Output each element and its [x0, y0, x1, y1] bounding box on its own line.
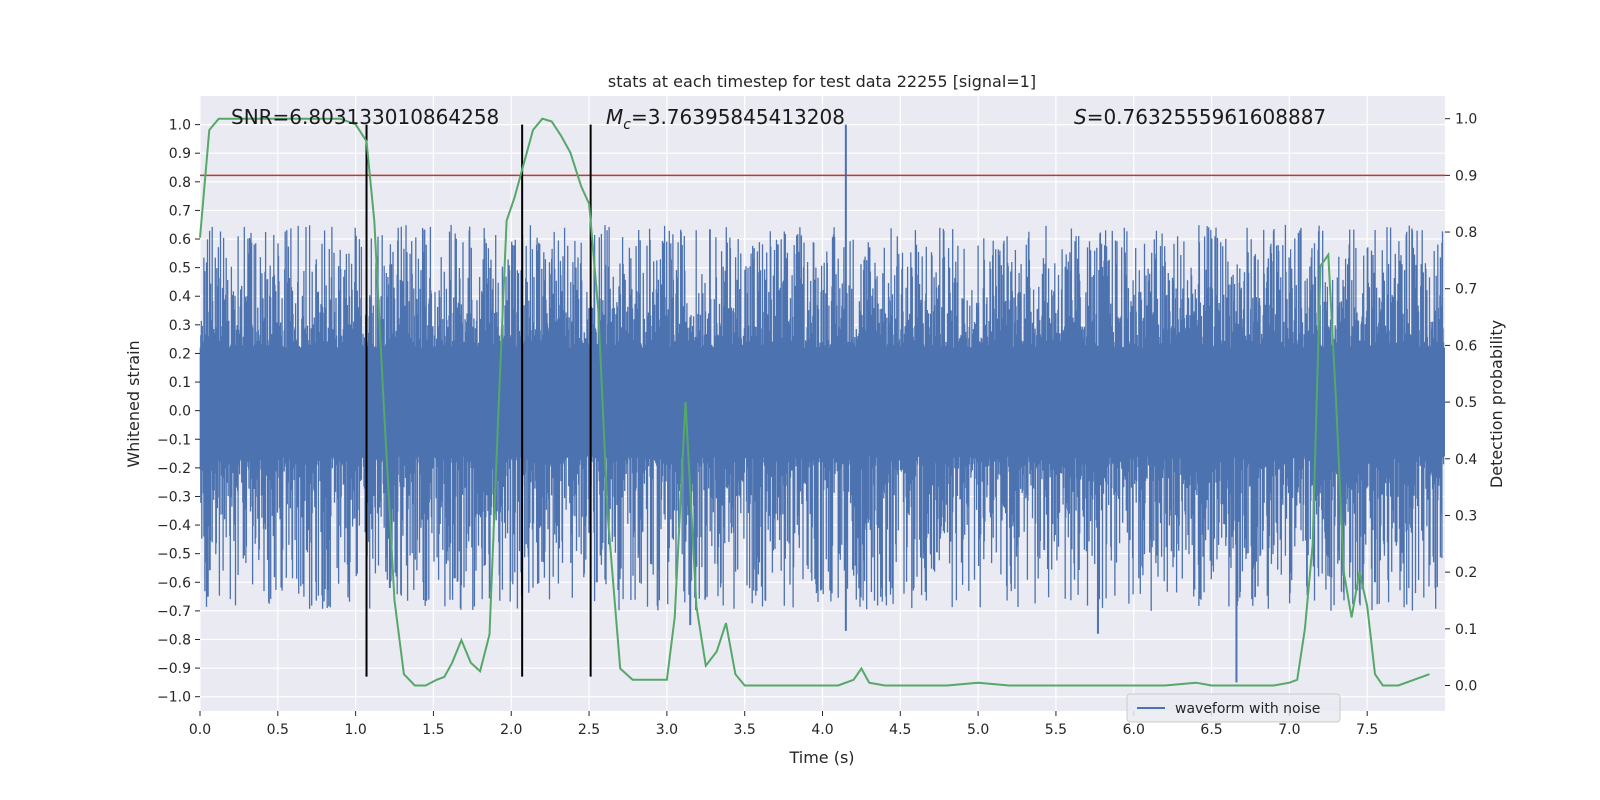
y-tick-label: 0.8 — [169, 175, 191, 191]
chirp-mass-subscript: c — [623, 117, 631, 133]
y2-tick-label: 0.4 — [1455, 452, 1477, 468]
x-tick-label: 2.5 — [578, 722, 600, 738]
y-tick-label: 1.0 — [169, 118, 191, 134]
x-axis-label: Time (s) — [788, 748, 854, 767]
x-tick-label: 4.5 — [889, 722, 911, 738]
y2-tick-label: 0.1 — [1455, 622, 1477, 638]
y-tick-label: 0.3 — [169, 318, 191, 334]
y-tick-label: −0.2 — [157, 461, 191, 477]
snr-annotation: SNR=6.803133010864258 — [231, 105, 499, 129]
chart-title: stats at each timestep for test data 222… — [608, 72, 1036, 91]
y-tick-label: −0.7 — [157, 604, 191, 620]
s-symbol: S — [1074, 105, 1087, 129]
y-tick-label: −0.9 — [157, 661, 191, 677]
x-tick-label: 1.0 — [344, 722, 366, 738]
detection-probability-line — [199, 117, 1430, 687]
y2-tick-label: 0.8 — [1455, 225, 1477, 241]
x-tick-label: 6.0 — [1123, 722, 1145, 738]
s-value: =0.7632555961608887 — [1087, 105, 1326, 129]
y-tick-label: −0.8 — [157, 632, 191, 648]
x-tick-label: 5.5 — [1045, 722, 1067, 738]
y-tick-label: −0.3 — [157, 489, 191, 505]
y2-axis-label: Detection probability — [1487, 320, 1506, 488]
chirp-mass-symbol: M — [606, 105, 623, 129]
y-tick-label: 0.6 — [169, 232, 191, 248]
y-axis-ticks: 1.0 0.9 0.8 0.7 0.6 0.5 0.4 0.3 0.2 0.1 0.0 −0.1 −0.… — [157, 118, 200, 706]
chirp-mass-annotation: Mc=3.76395845413208 — [606, 105, 845, 133]
y-tick-label: −1.0 — [157, 690, 191, 706]
y2-tick-label: 0.6 — [1455, 338, 1477, 354]
x-tick-label: 7.5 — [1356, 722, 1378, 738]
y2-axis-ticks: 1.0 0.9 0.8 0.7 0.6 0.5 0.4 0.3 0.2 0.1 0.0 — [1445, 112, 1477, 694]
legend-label-waveform: waveform with noise — [1175, 701, 1320, 717]
x-tick-label: 6.5 — [1200, 722, 1222, 738]
y-tick-label: −0.1 — [157, 432, 191, 448]
x-tick-label: 7.0 — [1278, 722, 1300, 738]
y2-tick-label: 0.0 — [1455, 678, 1477, 694]
y-axis-label: Whitened strain — [124, 340, 143, 467]
y2-tick-label: 0.2 — [1455, 565, 1477, 581]
y-tick-label: 0.2 — [169, 346, 191, 362]
y-tick-label: −0.4 — [157, 518, 191, 534]
waveform-dense-band — [200, 347, 1445, 457]
y2-tick-label: 0.5 — [1455, 395, 1477, 411]
x-tick-label: 3.0 — [656, 722, 678, 738]
y-tick-label: 0.7 — [169, 203, 191, 219]
x-tick-label: 3.5 — [734, 722, 756, 738]
x-tick-label: 0.5 — [267, 722, 289, 738]
x-axis-ticks: 0.0 0.5 1.0 1.5 2.0 2.5 3.0 3.5 4.0 4.5 5.0 5.5 6.0 6… — [189, 711, 1378, 738]
x-tick-label: 1.5 — [422, 722, 444, 738]
y-tick-label: 0.1 — [169, 375, 191, 391]
legend: waveform with noise — [1126, 693, 1341, 723]
s-annotation: S=0.7632555961608887 — [1074, 105, 1326, 129]
y2-tick-label: 1.0 — [1455, 112, 1477, 128]
y2-tick-label: 0.9 — [1455, 168, 1477, 184]
y2-tick-label: 0.3 — [1455, 508, 1477, 524]
x-tick-label: 2.0 — [500, 722, 522, 738]
y-tick-label: 0.5 — [169, 261, 191, 277]
y-tick-label: −0.5 — [157, 547, 191, 563]
y-tick-label: 0.0 — [169, 404, 191, 420]
x-tick-label: 4.0 — [811, 722, 833, 738]
legend-box — [1126, 693, 1341, 723]
x-tick-label: 5.0 — [967, 722, 989, 738]
overlays — [199, 117, 1445, 687]
chirp-mass-value: =3.76395845413208 — [631, 105, 845, 129]
waveform-series — [199, 124, 1445, 683]
x-tick-label: 0.0 — [189, 722, 211, 738]
y-tick-label: 0.4 — [169, 289, 191, 305]
y-tick-label: −0.6 — [157, 575, 191, 591]
y2-tick-label: 0.7 — [1455, 282, 1477, 298]
y-tick-label: 0.9 — [169, 146, 191, 162]
